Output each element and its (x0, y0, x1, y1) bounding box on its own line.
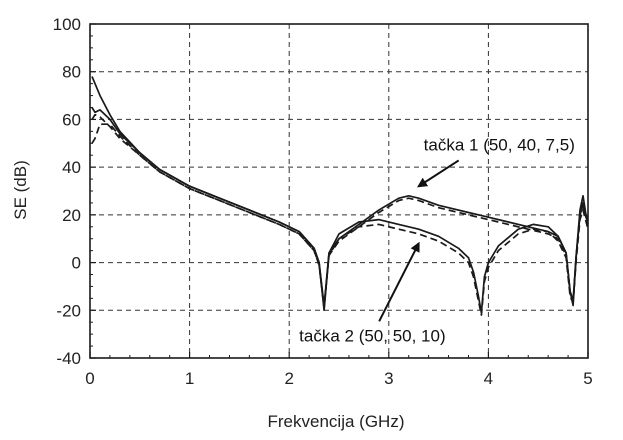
y-tick-label: 100 (53, 15, 81, 34)
y-tick-label: -20 (56, 301, 81, 320)
plot-frame (89, 23, 589, 359)
series-line-1 (91, 76, 589, 307)
x-tick-label: 5 (583, 369, 592, 388)
annotation-arrow-2 (378, 241, 420, 322)
ticks (89, 23, 589, 359)
series-line-2 (91, 107, 589, 314)
x-tick-label: 0 (85, 369, 94, 388)
x-tick-label: 4 (484, 369, 493, 388)
y-tick-label: 40 (62, 158, 81, 177)
annotation-label-1: tačka 1 (50, 40, 7,5) (424, 135, 575, 154)
y-tick-label: 60 (62, 110, 81, 129)
series-lines (91, 76, 589, 316)
y-tick-label: 0 (72, 254, 81, 273)
grid-lines (90, 24, 588, 358)
x-tick-label: 3 (384, 369, 393, 388)
y-tick-labels: -40 -20 0 20 40 60 80 100 (53, 15, 81, 368)
x-tick-label: 2 (284, 369, 293, 388)
annotation-arrow-1 (416, 159, 460, 188)
y-tick-label: -40 (56, 349, 81, 368)
x-tick-label: 1 (185, 369, 194, 388)
y-tick-label: 20 (62, 206, 81, 225)
series-line-4 (91, 113, 589, 316)
x-axis-title: Frekvencija (GHz) (268, 412, 405, 431)
annotations: tačka 1 (50, 40, 7,5) tačka 2 (50, 50, 10… (299, 135, 575, 345)
x-tick-labels: 0 1 2 3 4 5 (85, 369, 592, 388)
y-axis-title: SE (dB) (11, 160, 30, 220)
annotation-label-2: tačka 2 (50, 50, 10) (299, 326, 445, 345)
y-tick-label: 80 (62, 63, 81, 82)
